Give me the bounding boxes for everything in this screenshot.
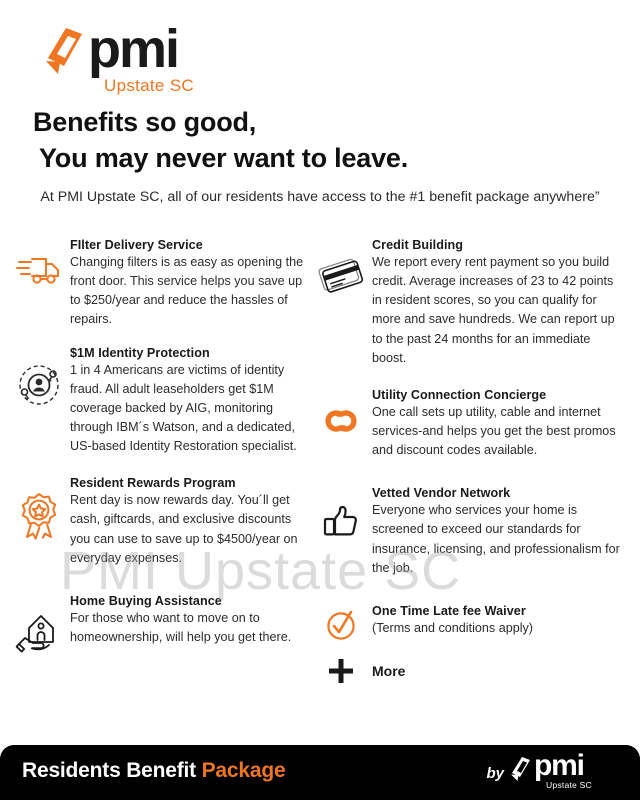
delivery-truck-icon — [8, 238, 70, 288]
house-in-hand-icon — [8, 594, 70, 654]
pmi-diamond-mark-icon — [511, 757, 530, 781]
benefit-title: $1M Identity Protection — [70, 345, 210, 360]
benefit-description: (Terms and conditions apply) — [372, 620, 533, 635]
more-benefits-row: More — [310, 656, 630, 686]
benefit-title: Home Buying Assistance — [70, 593, 222, 608]
thumbs-up-icon — [310, 486, 372, 544]
benefits-column-left: FIlter Delivery Service Changing filters… — [8, 238, 313, 664]
benefit-title: FIlter Delivery Service — [70, 238, 203, 252]
page-title: Benefits so good, You may never want to … — [33, 104, 613, 177]
benefit-description: Rent day is now rewards day. You´ll get … — [70, 493, 298, 565]
benefit-item-credit-building: Credit Building We report every rent pay… — [310, 238, 630, 368]
award-ribbon-icon — [8, 476, 70, 540]
benefit-item-filter-delivery: FIlter Delivery Service Changing filters… — [8, 238, 313, 330]
benefit-description: One call sets up utility, cable and inte… — [372, 404, 616, 458]
benefit-title: One Time Late fee Waiver — [372, 603, 526, 618]
benefit-item-utility-concierge: Utility Connection Concierge One call se… — [310, 388, 630, 460]
footer-title-main: Residents Benefit — [22, 759, 196, 782]
benefit-item-late-fee-waiver: One Time Late fee Waiver (Terms and cond… — [310, 604, 630, 642]
subheading: At PMI Upstate SC, all of our residents … — [40, 189, 600, 205]
identity-shield-person-icon — [8, 346, 70, 408]
plus-icon — [310, 656, 372, 686]
benefit-description: 1 in 4 Americans are victims of identity… — [70, 362, 297, 454]
footer-title: Residents Benefit Package — [22, 759, 286, 783]
footer-logo: pmi Upstate SC — [508, 749, 626, 792]
benefit-description: Everyone who services your home is scree… — [372, 503, 620, 575]
benefit-description: We report every rent payment so you buil… — [372, 255, 615, 365]
more-label: More — [372, 662, 406, 679]
benefit-description: For those who want to move on to homeown… — [70, 610, 292, 644]
chain-links-icon — [310, 388, 372, 438]
benefit-item-resident-rewards: Resident Rewards Program Rent day is now… — [8, 476, 313, 568]
benefit-item-identity-protection: $1M Identity Protection 1 in 4 Americans… — [8, 346, 313, 457]
check-circle-icon — [310, 604, 372, 642]
benefit-title: Utility Connection Concierge — [372, 387, 547, 402]
footer-by-label: by — [486, 765, 504, 782]
headline-line-1: Benefits so good, — [33, 107, 257, 137]
credit-card-icon — [310, 238, 372, 296]
footer-title-accent: Package — [201, 759, 286, 782]
benefit-description: Changing filters is as easy as opening t… — [70, 255, 304, 327]
pmi-diamond-mark-icon — [46, 28, 82, 74]
benefit-title: Vetted Vendor Network — [372, 486, 511, 501]
header-logo: pmi Upstate SC — [44, 22, 244, 95]
footer-logo-wordmark: pmi — [534, 749, 585, 782]
logo-subtitle: Upstate SC — [104, 76, 194, 95]
benefits-column-right: Credit Building We report every rent pay… — [310, 238, 630, 686]
logo-wordmark: pmi — [88, 19, 180, 79]
headline-line-2: You may never want to leave. — [39, 143, 409, 174]
footer-bar: Residents Benefit Package by pmi Upstate… — [0, 745, 640, 800]
benefit-item-vetted-vendors: Vetted Vendor Network Everyone who servi… — [310, 486, 630, 578]
benefit-item-home-buying: Home Buying Assistance For those who wan… — [8, 594, 313, 654]
benefit-title: Resident Rewards Program — [70, 476, 236, 491]
footer-logo-subtitle: Upstate SC — [546, 780, 592, 790]
benefit-title: Credit Building — [372, 238, 463, 252]
